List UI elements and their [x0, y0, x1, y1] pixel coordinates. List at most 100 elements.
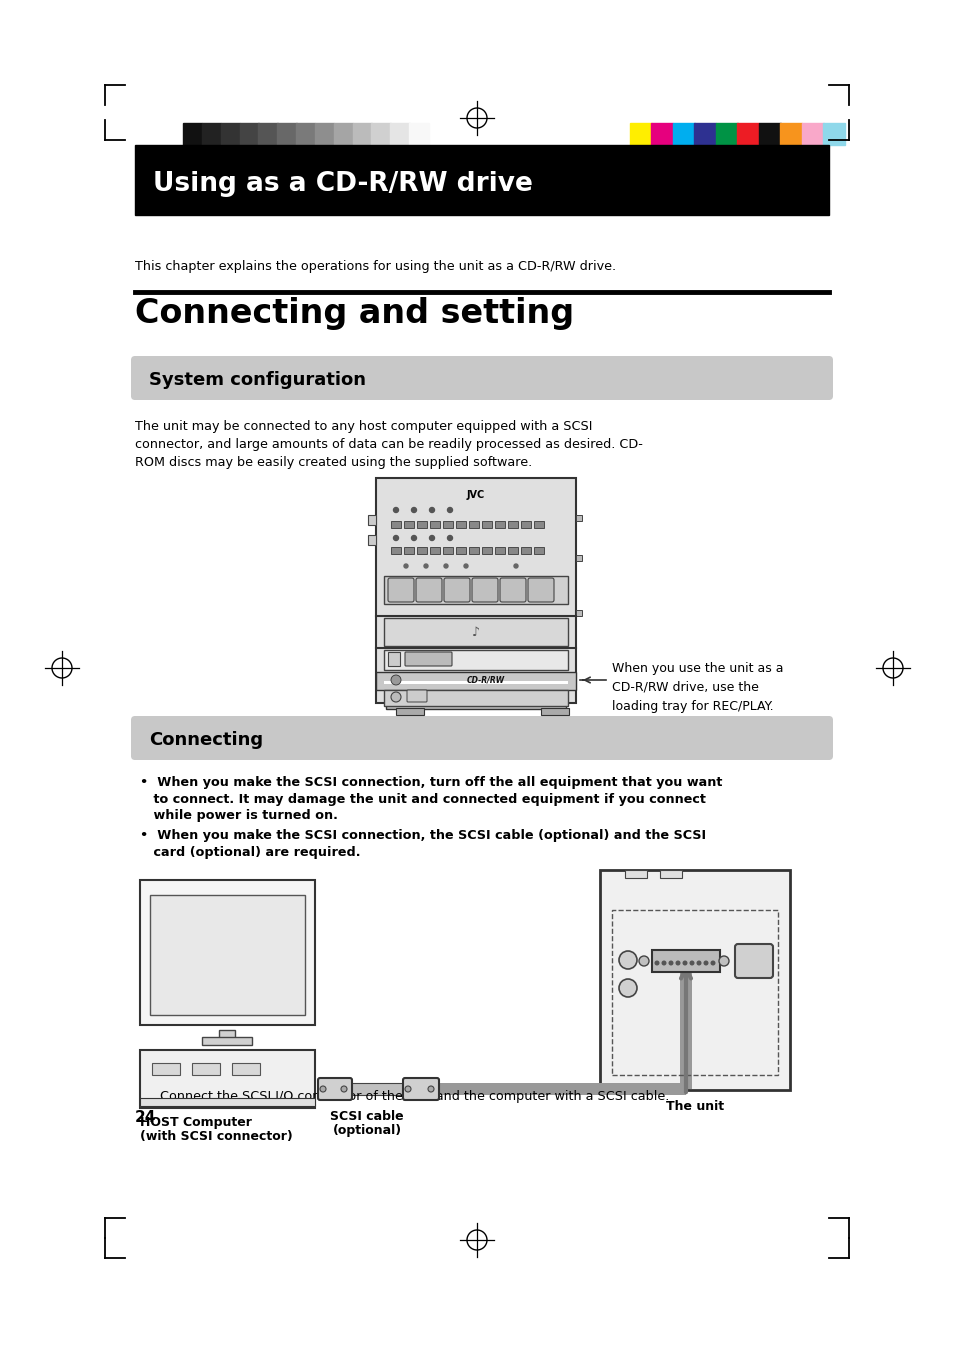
- Bar: [403, 547, 414, 554]
- FancyBboxPatch shape: [443, 578, 470, 603]
- Bar: [436, 1084, 685, 1096]
- Text: Connecting: Connecting: [149, 731, 263, 748]
- Bar: [295, 123, 315, 145]
- Text: The unit: The unit: [665, 1100, 723, 1113]
- Circle shape: [703, 961, 707, 965]
- Circle shape: [391, 676, 400, 685]
- FancyBboxPatch shape: [499, 578, 525, 603]
- Bar: [780, 123, 801, 145]
- Bar: [371, 123, 391, 145]
- Bar: [520, 547, 531, 554]
- Text: JVC: JVC: [466, 490, 485, 500]
- Bar: [388, 653, 399, 666]
- Bar: [416, 521, 427, 528]
- Circle shape: [393, 508, 398, 512]
- Circle shape: [447, 508, 452, 512]
- Bar: [384, 576, 567, 604]
- Bar: [375, 478, 576, 703]
- Text: CD-R/RW: CD-R/RW: [466, 676, 504, 685]
- Bar: [801, 123, 823, 145]
- Text: HOST Computer: HOST Computer: [140, 1116, 252, 1129]
- Circle shape: [661, 961, 665, 965]
- Circle shape: [391, 692, 400, 703]
- Bar: [576, 515, 581, 521]
- Bar: [495, 521, 504, 528]
- Bar: [576, 611, 581, 616]
- Circle shape: [639, 957, 648, 966]
- Bar: [395, 708, 423, 715]
- Circle shape: [463, 563, 468, 567]
- Circle shape: [655, 961, 659, 965]
- Circle shape: [411, 535, 416, 540]
- Bar: [334, 123, 353, 145]
- Bar: [183, 123, 202, 145]
- Text: SCSI cable: SCSI cable: [330, 1111, 403, 1123]
- Bar: [386, 704, 565, 709]
- Bar: [576, 555, 581, 561]
- Circle shape: [618, 979, 637, 997]
- Circle shape: [429, 508, 434, 512]
- Circle shape: [710, 961, 714, 965]
- Bar: [350, 1084, 405, 1096]
- Text: ♪: ♪: [472, 626, 479, 639]
- FancyBboxPatch shape: [402, 1078, 438, 1100]
- Circle shape: [443, 563, 448, 567]
- Bar: [534, 521, 543, 528]
- Bar: [456, 547, 465, 554]
- FancyBboxPatch shape: [131, 716, 832, 761]
- Circle shape: [618, 951, 637, 969]
- Bar: [391, 547, 400, 554]
- Bar: [442, 547, 453, 554]
- Text: System configuration: System configuration: [149, 372, 366, 389]
- Bar: [409, 123, 428, 145]
- FancyBboxPatch shape: [527, 578, 554, 603]
- FancyBboxPatch shape: [734, 944, 772, 978]
- Circle shape: [682, 961, 686, 965]
- Bar: [220, 123, 240, 145]
- Bar: [659, 870, 681, 878]
- Bar: [135, 145, 828, 215]
- Bar: [822, 123, 844, 145]
- Circle shape: [405, 1086, 411, 1092]
- Circle shape: [340, 1086, 347, 1092]
- FancyBboxPatch shape: [405, 653, 452, 666]
- Bar: [277, 123, 296, 145]
- Circle shape: [393, 535, 398, 540]
- Bar: [679, 961, 691, 1089]
- Bar: [629, 123, 651, 145]
- Bar: [481, 521, 492, 528]
- Circle shape: [319, 1086, 326, 1092]
- Bar: [368, 535, 375, 544]
- Text: The unit may be connected to any host computer equipped with a SCSI: The unit may be connected to any host co…: [135, 420, 592, 434]
- Circle shape: [697, 961, 700, 965]
- Bar: [140, 1098, 314, 1106]
- Bar: [520, 521, 531, 528]
- Bar: [651, 123, 673, 145]
- Text: This chapter explains the operations for using the unit as a CD-R/RW drive.: This chapter explains the operations for…: [135, 259, 616, 273]
- Text: Using as a CD-R/RW drive: Using as a CD-R/RW drive: [152, 172, 533, 197]
- Bar: [716, 123, 738, 145]
- Text: while power is turned on.: while power is turned on.: [140, 809, 337, 821]
- Bar: [314, 123, 334, 145]
- Bar: [612, 911, 778, 1075]
- Circle shape: [514, 563, 517, 567]
- Bar: [140, 1050, 314, 1108]
- Bar: [239, 123, 258, 145]
- Text: Connect the SCSI I/O connector of the unit and the computer with a SCSI cable.: Connect the SCSI I/O connector of the un…: [160, 1090, 669, 1102]
- Bar: [442, 521, 453, 528]
- Bar: [469, 521, 478, 528]
- Bar: [481, 547, 492, 554]
- Bar: [507, 521, 517, 528]
- Bar: [416, 547, 427, 554]
- Text: 24: 24: [135, 1111, 156, 1125]
- Bar: [403, 521, 414, 528]
- Text: •  When you make the SCSI connection, turn off the all equipment that you want: • When you make the SCSI connection, tur…: [140, 775, 721, 789]
- FancyBboxPatch shape: [407, 690, 427, 703]
- FancyBboxPatch shape: [317, 1078, 352, 1100]
- Bar: [202, 123, 221, 145]
- Bar: [430, 547, 439, 554]
- Bar: [258, 123, 277, 145]
- Circle shape: [668, 961, 672, 965]
- Bar: [353, 123, 372, 145]
- Bar: [624, 870, 646, 878]
